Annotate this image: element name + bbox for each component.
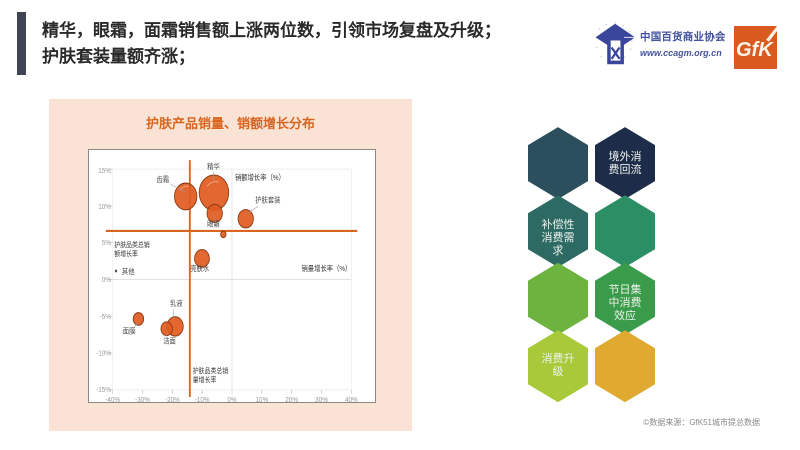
svg-text:费回流: 费回流	[609, 162, 642, 176]
svg-text:消费需: 消费需	[542, 230, 575, 244]
svg-text:求: 求	[553, 244, 564, 257]
svg-text:级: 级	[553, 365, 564, 378]
svg-text:节日集: 节日集	[609, 282, 642, 296]
svg-text:效应: 效应	[614, 308, 636, 322]
svg-text:境外消: 境外消	[609, 149, 642, 163]
svg-text:补偿性: 补偿性	[542, 217, 575, 231]
svg-text:中消费: 中消费	[609, 295, 642, 309]
svg-text:消费升: 消费升	[542, 351, 575, 365]
